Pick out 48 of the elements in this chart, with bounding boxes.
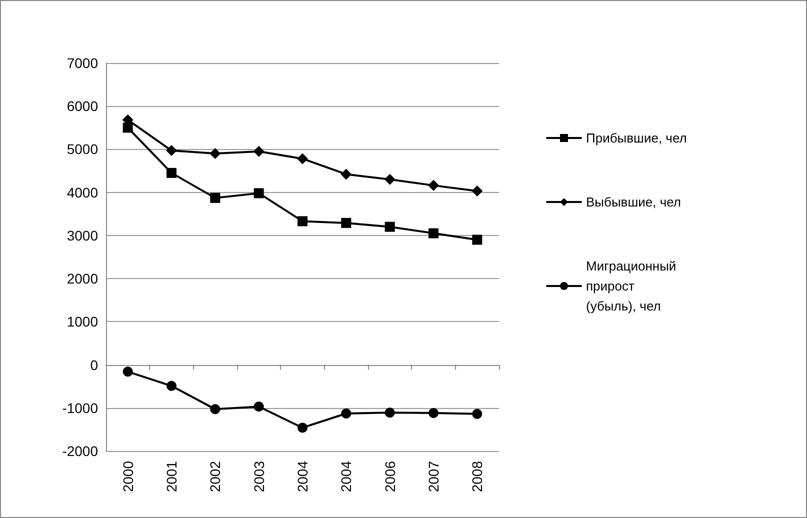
x-tick-label: 2002: [207, 460, 224, 492]
legend-label: Выбывшие, чел: [586, 194, 682, 210]
y-tick-label: 2000: [66, 270, 98, 287]
y-tick-label: 0: [90, 356, 98, 373]
point: [298, 422, 308, 433]
point: [428, 408, 438, 418]
x-tick-label: 2006: [382, 460, 398, 492]
point: [472, 408, 482, 419]
point: [166, 145, 177, 156]
point: [384, 408, 395, 418]
point: [472, 186, 483, 197]
x-tick-label: 2000: [120, 460, 136, 492]
point: [166, 380, 176, 391]
x-tick-label: 2001: [164, 460, 180, 492]
point: [210, 192, 220, 203]
legend-label: Миграционный прирост (убыль), чел: [586, 258, 680, 314]
point: [297, 153, 308, 164]
legend-label: Прибывшие, чел: [586, 130, 687, 146]
point: [166, 168, 176, 178]
y-tick-label: 4000: [66, 184, 98, 200]
point: [428, 228, 438, 238]
x-tick-label: 2007: [426, 460, 442, 492]
x-tick-label: 2004: [294, 460, 310, 492]
point: [210, 404, 220, 414]
point: [254, 402, 264, 412]
point: [254, 188, 264, 198]
y-tick-label: 1000: [66, 314, 98, 330]
point: [472, 234, 482, 245]
point: [340, 168, 352, 180]
point: [384, 174, 396, 185]
y-tick-label: 3000: [66, 227, 98, 244]
point: [253, 146, 264, 157]
y-tick-label: -1000: [62, 400, 98, 416]
x-tick-label: 2003: [250, 460, 267, 492]
y-tick-label: 6000: [66, 98, 98, 114]
y-tick-label: -2000: [62, 443, 98, 459]
point: [122, 122, 133, 133]
x-tick-label: 2004: [338, 460, 354, 492]
point: [298, 216, 308, 226]
point: [384, 222, 395, 232]
point: [341, 218, 352, 228]
point: [210, 148, 221, 160]
point: [428, 180, 439, 191]
point: [341, 408, 352, 418]
x-tick-label: 2008: [469, 460, 486, 492]
point: [122, 366, 133, 377]
y-tick-label: 7000: [66, 55, 98, 71]
y-tick-label: 5000: [66, 141, 98, 158]
